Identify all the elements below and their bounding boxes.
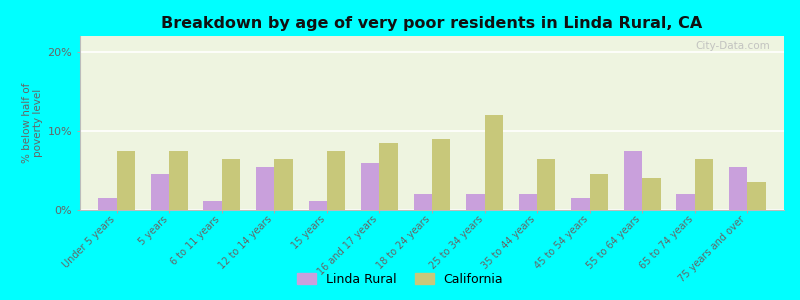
- Bar: [327, 151, 346, 210]
- Bar: [203, 200, 222, 210]
- Bar: [518, 194, 537, 210]
- Bar: [466, 194, 485, 210]
- Legend: Linda Rural, California: Linda Rural, California: [292, 268, 508, 291]
- Bar: [274, 159, 293, 210]
- Bar: [747, 182, 766, 210]
- Bar: [309, 200, 327, 210]
- Bar: [537, 159, 555, 210]
- Title: Breakdown by age of very poor residents in Linda Rural, CA: Breakdown by age of very poor residents …: [162, 16, 702, 31]
- Bar: [256, 167, 274, 210]
- Bar: [694, 159, 713, 210]
- Bar: [485, 115, 503, 210]
- Bar: [98, 198, 117, 210]
- Bar: [729, 167, 747, 210]
- Bar: [590, 174, 608, 210]
- Bar: [571, 198, 590, 210]
- Bar: [117, 151, 135, 210]
- Bar: [222, 159, 240, 210]
- Bar: [642, 178, 661, 210]
- Bar: [414, 194, 432, 210]
- Bar: [170, 151, 188, 210]
- Bar: [624, 151, 642, 210]
- Bar: [432, 139, 450, 210]
- Bar: [151, 174, 170, 210]
- Bar: [361, 163, 379, 210]
- Bar: [379, 143, 398, 210]
- Bar: [676, 194, 694, 210]
- Text: City-Data.com: City-Data.com: [695, 41, 770, 51]
- Y-axis label: % below half of
poverty level: % below half of poverty level: [22, 83, 43, 163]
